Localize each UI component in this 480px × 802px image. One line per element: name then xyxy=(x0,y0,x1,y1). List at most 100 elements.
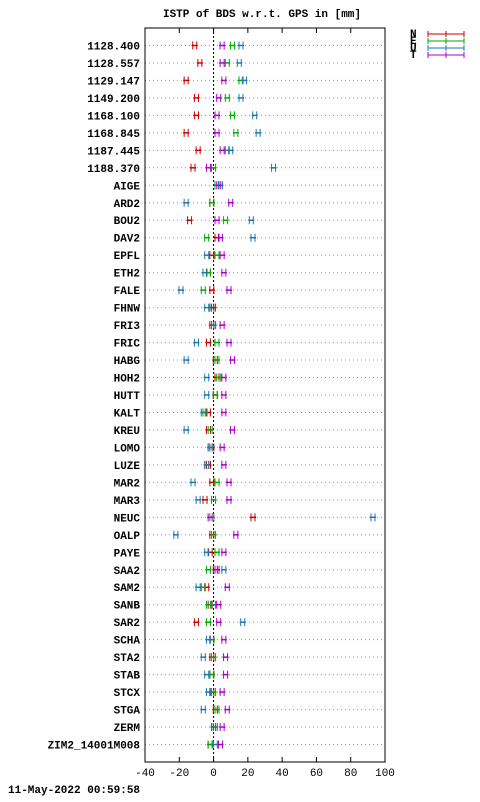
data-point-t xyxy=(220,635,227,644)
data-point-t xyxy=(217,233,224,242)
data-point-e xyxy=(224,93,231,102)
data-point-u xyxy=(250,233,256,242)
legend-label: E xyxy=(410,36,417,48)
category-label: 1129.147 xyxy=(87,76,140,88)
category-label: SAA2 xyxy=(114,566,140,578)
data-point-u xyxy=(203,373,210,382)
data-point-u xyxy=(190,478,196,487)
data-point-n xyxy=(208,478,215,487)
data-point-u xyxy=(210,600,217,609)
data-point-n xyxy=(186,216,193,225)
data-point-e xyxy=(210,495,217,504)
data-point-e xyxy=(215,373,222,382)
data-point-u xyxy=(207,443,214,452)
data-point-t xyxy=(226,478,232,487)
data-point-n xyxy=(183,76,190,85)
data-point-e xyxy=(205,618,212,627)
data-point-t xyxy=(219,146,226,155)
data-point-u xyxy=(210,321,217,330)
data-point-u xyxy=(203,303,210,312)
data-point-u xyxy=(202,268,208,277)
category-label: 1128.557 xyxy=(87,59,140,71)
data-point-e xyxy=(205,600,212,609)
category-label: 1128.400 xyxy=(87,41,140,53)
data-point-n xyxy=(208,286,215,295)
category-label: NEUC xyxy=(114,513,141,525)
data-point-e xyxy=(232,128,239,137)
legend-swatch-e xyxy=(427,38,465,44)
data-point-t xyxy=(220,548,227,557)
data-point-t xyxy=(219,723,226,732)
data-point-u xyxy=(248,216,255,225)
legend-swatch-t xyxy=(427,52,465,58)
data-point-e xyxy=(214,548,220,557)
legend-swatch-n xyxy=(427,31,465,37)
x-tick-label: -40 xyxy=(135,768,155,780)
data-point-t xyxy=(227,198,234,207)
category-label: KALT xyxy=(114,408,141,420)
timestamp-footer: 11-May-2022 00:59:58 xyxy=(8,785,140,797)
data-point-t xyxy=(215,93,222,102)
data-point-u xyxy=(183,425,190,434)
category-label: 1168.845 xyxy=(87,129,140,141)
data-point-u xyxy=(238,41,244,50)
category-label: HOH2 xyxy=(114,374,140,386)
data-point-e xyxy=(222,216,229,225)
data-point-e xyxy=(203,233,210,242)
category-label: MAR2 xyxy=(114,478,140,490)
data-point-n xyxy=(183,128,190,137)
data-point-u xyxy=(203,460,210,469)
data-point-e xyxy=(208,198,215,207)
data-point-e xyxy=(224,58,231,67)
category-label: 1168.100 xyxy=(87,111,140,123)
data-point-e xyxy=(210,653,217,662)
category-label: SCHA xyxy=(114,636,141,648)
data-point-n xyxy=(208,251,215,260)
category-label: LUZE xyxy=(114,461,141,473)
category-label: 1188.370 xyxy=(87,164,140,176)
data-point-e xyxy=(205,565,212,574)
data-point-e xyxy=(210,530,217,539)
x-tick-label: -20 xyxy=(169,768,189,780)
data-point-t xyxy=(224,583,231,592)
axes xyxy=(144,27,386,763)
category-label: STAB xyxy=(114,671,141,683)
category-label: EPFL xyxy=(114,251,141,263)
category-label: ETH2 xyxy=(114,269,140,281)
data-point-t xyxy=(220,373,227,382)
data-point-u xyxy=(200,653,207,662)
data-point-u xyxy=(172,530,179,539)
data-point-e xyxy=(200,583,207,592)
category-label: AIGE xyxy=(114,181,141,193)
category-label: STGA xyxy=(114,706,141,718)
data-point-u xyxy=(205,635,212,644)
data-point-t xyxy=(214,216,220,225)
data-point-t xyxy=(224,705,231,714)
data-point-t xyxy=(220,408,227,417)
category-label: FHNW xyxy=(114,304,141,316)
category-label: ZERM xyxy=(114,723,141,735)
data-point-e xyxy=(200,286,207,295)
data-point-t xyxy=(222,670,229,679)
data-point-u xyxy=(195,583,202,592)
legend-label: U xyxy=(410,43,417,55)
data-marks xyxy=(172,41,376,749)
data-point-t xyxy=(215,618,222,627)
data-point-u xyxy=(203,548,210,557)
data-point-t xyxy=(215,181,222,190)
data-point-e xyxy=(214,478,220,487)
data-point-e xyxy=(207,740,214,749)
category-label: KREU xyxy=(114,426,140,438)
category-label: STCX xyxy=(114,688,141,700)
data-point-t xyxy=(226,286,232,295)
data-point-e xyxy=(212,391,219,399)
data-point-u xyxy=(203,391,210,399)
data-point-u xyxy=(220,565,227,574)
category-label: LOMO xyxy=(114,443,141,455)
data-point-e xyxy=(214,356,220,365)
data-point-t xyxy=(214,128,220,137)
data-point-u xyxy=(239,618,246,627)
category-label: PAYE xyxy=(114,548,141,560)
